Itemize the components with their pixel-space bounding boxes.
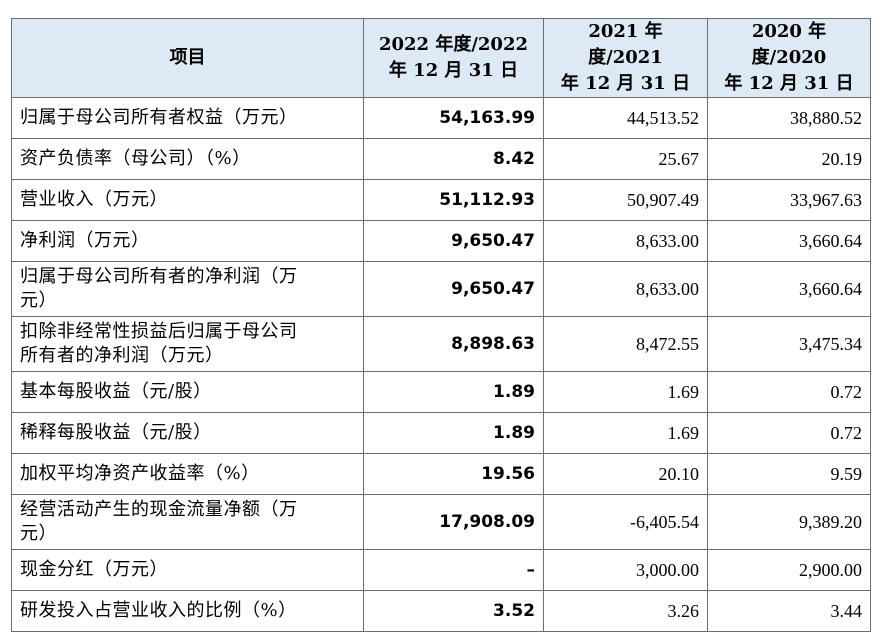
header-2020: 2020 年度/2020 年 12 月 31 日 <box>707 18 871 98</box>
cell-2020: 3.44 <box>707 590 871 632</box>
header-item: 项目 <box>11 18 364 98</box>
financial-table-container: 项目 2022 年度/2022 年 12 月 31 日 2021 年度/2021… <box>11 18 871 632</box>
row-label: 加权平均净资产收益率（%） <box>11 453 364 495</box>
row-label: 净利润（万元） <box>11 220 364 262</box>
cell-2021: 3,000.00 <box>543 549 708 591</box>
table-row: 资产负债率（母公司）（%） 8.42 25.67 20.19 <box>11 138 871 180</box>
table-row: 营业收入（万元） 51,112.93 50,907.49 33,967.63 <box>11 179 871 221</box>
cell-2021: 8,472.55 <box>543 316 708 372</box>
row-label-line2: 所有者的净利润（万元） <box>20 345 224 366</box>
cell-2020: 2,900.00 <box>707 549 871 591</box>
cell-2022: 1.89 <box>363 371 544 413</box>
row-label-line1: 归属于母公司所有者的净利润（万 <box>20 266 298 287</box>
header-2021-line1: 2021 年度/2021 <box>588 21 663 68</box>
cell-2022: 1.89 <box>363 412 544 454</box>
header-2022: 2022 年度/2022 年 12 月 31 日 <box>363 18 544 98</box>
cell-2021: 3.26 <box>543 590 708 632</box>
cell-2020: 3,660.64 <box>707 220 871 262</box>
cell-2020: 38,880.52 <box>707 97 871 139</box>
row-label-line1: 经营活动产生的现金流量净额（万 <box>20 499 298 520</box>
table-row: 基本每股收益（元/股） 1.89 1.69 0.72 <box>11 371 871 413</box>
row-label-line1: 扣除非经常性损益后归属于母公司 <box>20 321 298 342</box>
row-label: 营业收入（万元） <box>11 179 364 221</box>
cell-2022: 9,650.47 <box>363 261 544 317</box>
cell-2021: 8,633.00 <box>543 220 708 262</box>
row-label: 稀释每股收益（元/股） <box>11 412 364 454</box>
header-2020-line2: 年 12 月 31 日 <box>724 73 854 94</box>
table-row: 稀释每股收益（元/股） 1.89 1.69 0.72 <box>11 412 871 454</box>
cell-2022: 54,163.99 <box>363 97 544 139</box>
row-label: 研发投入占营业收入的比例（%） <box>11 590 364 632</box>
cell-2021: 20.10 <box>543 453 708 495</box>
row-label: 归属于母公司所有者的净利润（万 元） <box>11 261 364 317</box>
cell-2021: 25.67 <box>543 138 708 180</box>
row-label: 资产负债率（母公司）（%） <box>11 138 364 180</box>
cell-2022: 9,650.47 <box>363 220 544 262</box>
cell-2022: 8,898.63 <box>363 316 544 372</box>
cell-2020: 9,389.20 <box>707 494 871 550</box>
cell-2021: 50,907.49 <box>543 179 708 221</box>
table-row: 研发投入占营业收入的比例（%） 3.52 3.26 3.44 <box>11 590 871 632</box>
financial-indicators-table: 项目 2022 年度/2022 年 12 月 31 日 2021 年度/2021… <box>11 18 871 632</box>
cell-2020: 3,475.34 <box>707 316 871 372</box>
cell-2021: -6,405.54 <box>543 494 708 550</box>
table-row: 净利润（万元） 9,650.47 8,633.00 3,660.64 <box>11 220 871 262</box>
table-row: 归属于母公司所有者权益（万元） 54,163.99 44,513.52 38,8… <box>11 97 871 139</box>
row-label-line2: 元） <box>20 290 57 311</box>
row-label: 基本每股收益（元/股） <box>11 371 364 413</box>
cell-2021: 1.69 <box>543 371 708 413</box>
cell-2021: 44,513.52 <box>543 97 708 139</box>
cell-2021: 8,633.00 <box>543 261 708 317</box>
cell-2022: 51,112.93 <box>363 179 544 221</box>
cell-2020: 9.59 <box>707 453 871 495</box>
cell-2020: 20.19 <box>707 138 871 180</box>
header-2022-line1: 2022 年度/2022 <box>378 34 529 55</box>
header-2022-line2: 年 12 月 31 日 <box>388 60 519 81</box>
header-2020-line1: 2020 年度/2020 <box>751 21 827 68</box>
cell-2020: 0.72 <box>707 371 871 413</box>
row-label: 现金分红（万元） <box>11 549 364 591</box>
row-label-line2: 元） <box>20 523 57 544</box>
table-row: 扣除非经常性损益后归属于母公司 所有者的净利润（万元） 8,898.63 8,4… <box>11 316 871 372</box>
cell-2022: 3.52 <box>363 590 544 632</box>
header-2021: 2021 年度/2021 年 12 月 31 日 <box>543 18 708 98</box>
cell-2022: 8.42 <box>363 138 544 180</box>
table-row: 现金分红（万元） – 3,000.00 2,900.00 <box>11 549 871 591</box>
cell-2022: 17,908.09 <box>363 494 544 550</box>
cell-2022: 19.56 <box>363 453 544 495</box>
header-2021-line2: 年 12 月 31 日 <box>560 73 691 94</box>
table-row: 经营活动产生的现金流量净额（万 元） 17,908.09 -6,405.54 9… <box>11 494 871 550</box>
cell-2022: – <box>363 549 544 591</box>
cell-2021: 1.69 <box>543 412 708 454</box>
row-label: 归属于母公司所有者权益（万元） <box>11 97 364 139</box>
cell-2020: 33,967.63 <box>707 179 871 221</box>
cell-2020: 0.72 <box>707 412 871 454</box>
table-row: 加权平均净资产收益率（%） 19.56 20.10 9.59 <box>11 453 871 495</box>
table-header-row: 项目 2022 年度/2022 年 12 月 31 日 2021 年度/2021… <box>11 18 871 98</box>
table-row: 归属于母公司所有者的净利润（万 元） 9,650.47 8,633.00 3,6… <box>11 261 871 317</box>
cell-2020: 3,660.64 <box>707 261 871 317</box>
row-label: 经营活动产生的现金流量净额（万 元） <box>11 494 364 550</box>
row-label: 扣除非经常性损益后归属于母公司 所有者的净利润（万元） <box>11 316 364 372</box>
